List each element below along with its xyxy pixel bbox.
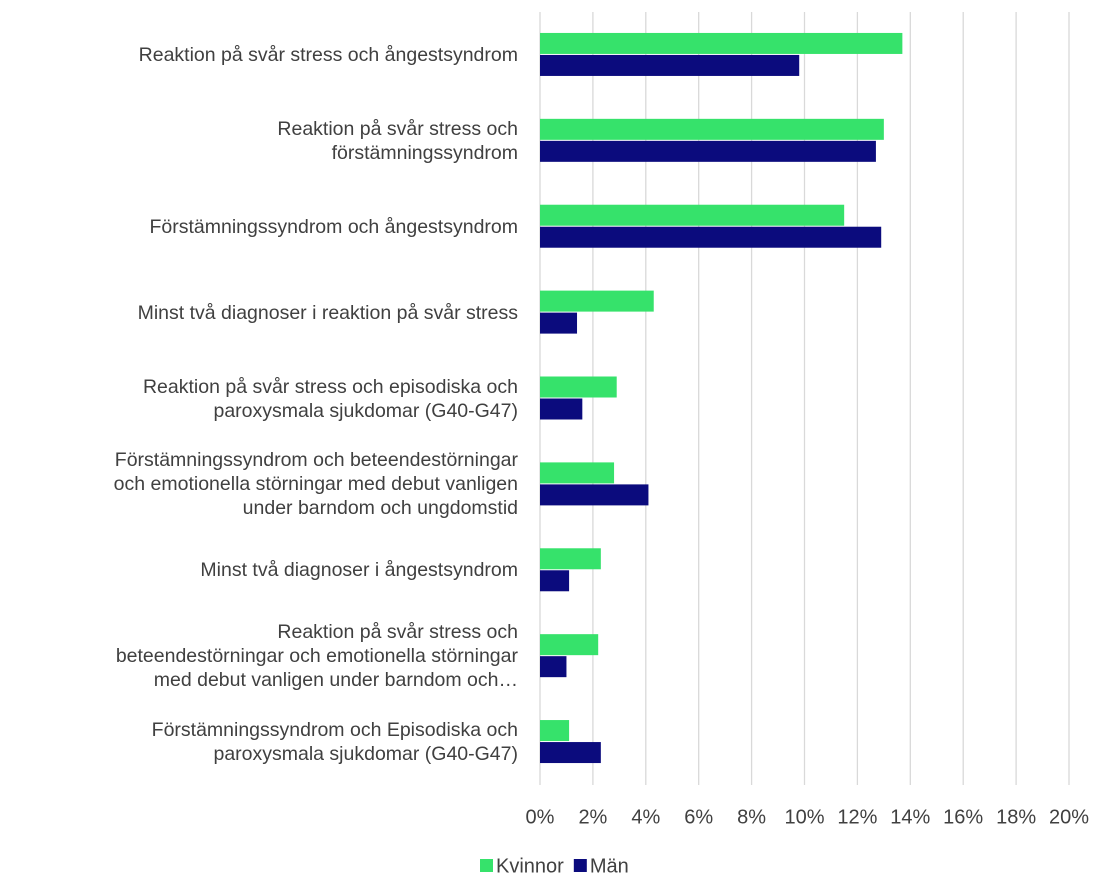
bar [540, 742, 601, 764]
bar [540, 570, 570, 592]
bar [540, 118, 884, 140]
bar [540, 140, 876, 162]
bar [540, 312, 578, 334]
legend-swatch [480, 859, 493, 872]
bar [540, 226, 882, 248]
bar [540, 634, 599, 656]
category-label: Reaktion på svår stress och förstämnings… [277, 117, 518, 164]
bar [540, 462, 615, 484]
bar [540, 656, 567, 678]
legend-label: Kvinnor [496, 855, 564, 877]
bar [540, 32, 903, 54]
bar [540, 398, 583, 420]
x-tick-label: 2% [578, 806, 607, 828]
category-label: Minst två diagnoser i reaktion på svår s… [137, 301, 518, 324]
category-label: Förstämningssyndrom och beteendestörning… [113, 449, 518, 520]
legend-label: Män [590, 855, 629, 877]
category-label: Reaktion på svår stress och beteendestör… [115, 621, 518, 692]
bar [540, 376, 617, 398]
x-tick-label: 10% [784, 806, 824, 828]
x-tick-label: 20% [1049, 806, 1089, 828]
category-label: Reaktion på svår stress och episodiska o… [142, 375, 518, 422]
category-label: Förstämningssyndrom och Episodiska och p… [151, 719, 518, 766]
bar [540, 720, 570, 742]
x-tick-label: 12% [837, 806, 877, 828]
bar [540, 484, 649, 506]
category-label: Förstämningssyndrom och ångestsyndrom [149, 215, 519, 238]
bar [540, 204, 845, 226]
x-tick-label: 14% [890, 806, 930, 828]
x-tick-label: 18% [996, 806, 1036, 828]
x-tick-label: 4% [631, 806, 660, 828]
category-label: Reaktion på svår stress och ångestsyndro… [138, 43, 518, 66]
x-tick-label: 0% [526, 806, 555, 828]
bar [540, 54, 800, 76]
bar [540, 290, 654, 312]
x-tick-label: 8% [737, 806, 766, 828]
category-label: Minst två diagnoser i ångestsyndrom [200, 559, 518, 582]
x-tick-label: 6% [684, 806, 713, 828]
bar [540, 548, 601, 570]
legend-swatch [573, 859, 587, 872]
x-tick-label: 16% [943, 806, 983, 828]
